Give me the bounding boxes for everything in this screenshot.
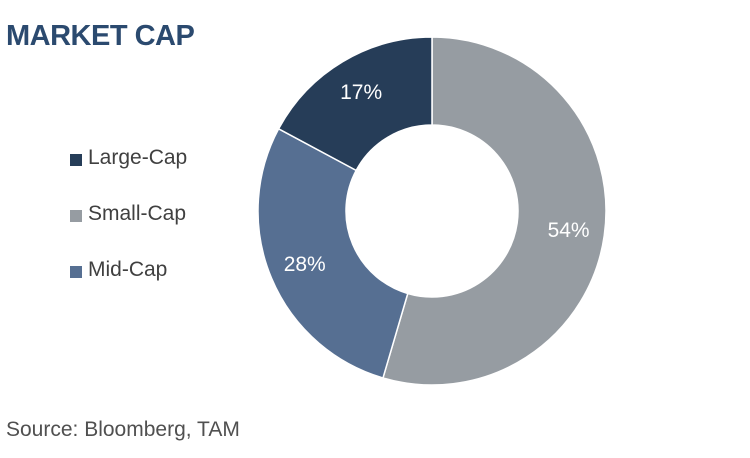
legend-label-small-cap: Small-Cap	[88, 202, 187, 225]
slice-mid-cap	[257, 127, 409, 379]
legend-swatch-mid-cap	[70, 266, 82, 278]
legend-swatch-large-cap	[70, 154, 82, 166]
legend-item-small-cap: Small-Cap	[70, 199, 187, 229]
legend-item-mid-cap: Mid-Cap	[70, 255, 187, 285]
legend: Large-Cap Small-Cap Mid-Cap	[70, 143, 187, 311]
slice-label-small-cap: 54%	[548, 219, 590, 242]
slice-label-large-cap: 17%	[340, 81, 382, 104]
legend-label-large-cap: Large-Cap	[88, 146, 188, 169]
slice-label-mid-cap: 28%	[284, 253, 326, 276]
chart-title: MARKET CAP	[6, 20, 195, 52]
slice-small-cap	[382, 36, 607, 386]
source-note: Source: Bloomberg, TAM	[6, 418, 240, 441]
legend-swatch-small-cap	[70, 210, 82, 222]
legend-item-large-cap: Large-Cap	[70, 143, 187, 173]
legend-label-mid-cap: Mid-Cap	[88, 258, 168, 281]
slice-large-cap	[277, 36, 433, 172]
